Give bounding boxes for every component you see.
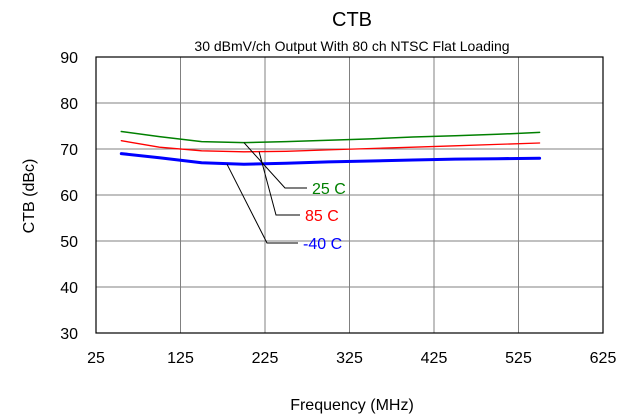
x-tick-label: 125 [167,350,194,367]
y-tick-label: 80 [60,96,78,113]
x-axis-label: Frequency (MHz) [290,397,414,414]
x-tick-label: 325 [336,350,363,367]
x-tick-label: 625 [590,350,617,367]
series-line-3 [119,152,542,166]
y-axis-label: CTB (dBc) [21,159,38,234]
series-layer [119,130,542,166]
y-tick-label: 70 [60,142,78,159]
chart-title: CTB [332,9,372,31]
y-tick-label: 40 [60,280,78,297]
tick-labels: 25 125 225 325 425 525 625 30 40 50 60 70 80 90 [60,50,616,367]
series-line-1 [120,130,541,144]
annotation-leader-1 [243,142,307,189]
plot-frame [95,56,604,334]
y-tick-label: 50 [60,234,78,251]
series-label-2: 85 C [305,208,339,225]
y-tick-label: 60 [60,188,78,205]
annotation-layer: 25 C 85 C -40 C [226,142,346,253]
series-label-1: 25 C [312,181,346,198]
y-tick-label: 90 [60,50,78,67]
annotation-leader-3 [226,163,298,244]
y-tick-label: 30 [60,326,78,343]
x-tick-label: 425 [421,350,448,367]
x-tick-label: 25 [87,350,105,367]
series-label-3: -40 C [303,236,342,253]
x-tick-label: 225 [252,350,279,367]
x-tick-label: 525 [505,350,532,367]
chart-subtitle: 30 dBmV/ch Output With 80 ch NTSC Flat L… [194,38,509,54]
annotation-leader-2 [258,151,300,216]
series-line-2 [120,140,541,153]
